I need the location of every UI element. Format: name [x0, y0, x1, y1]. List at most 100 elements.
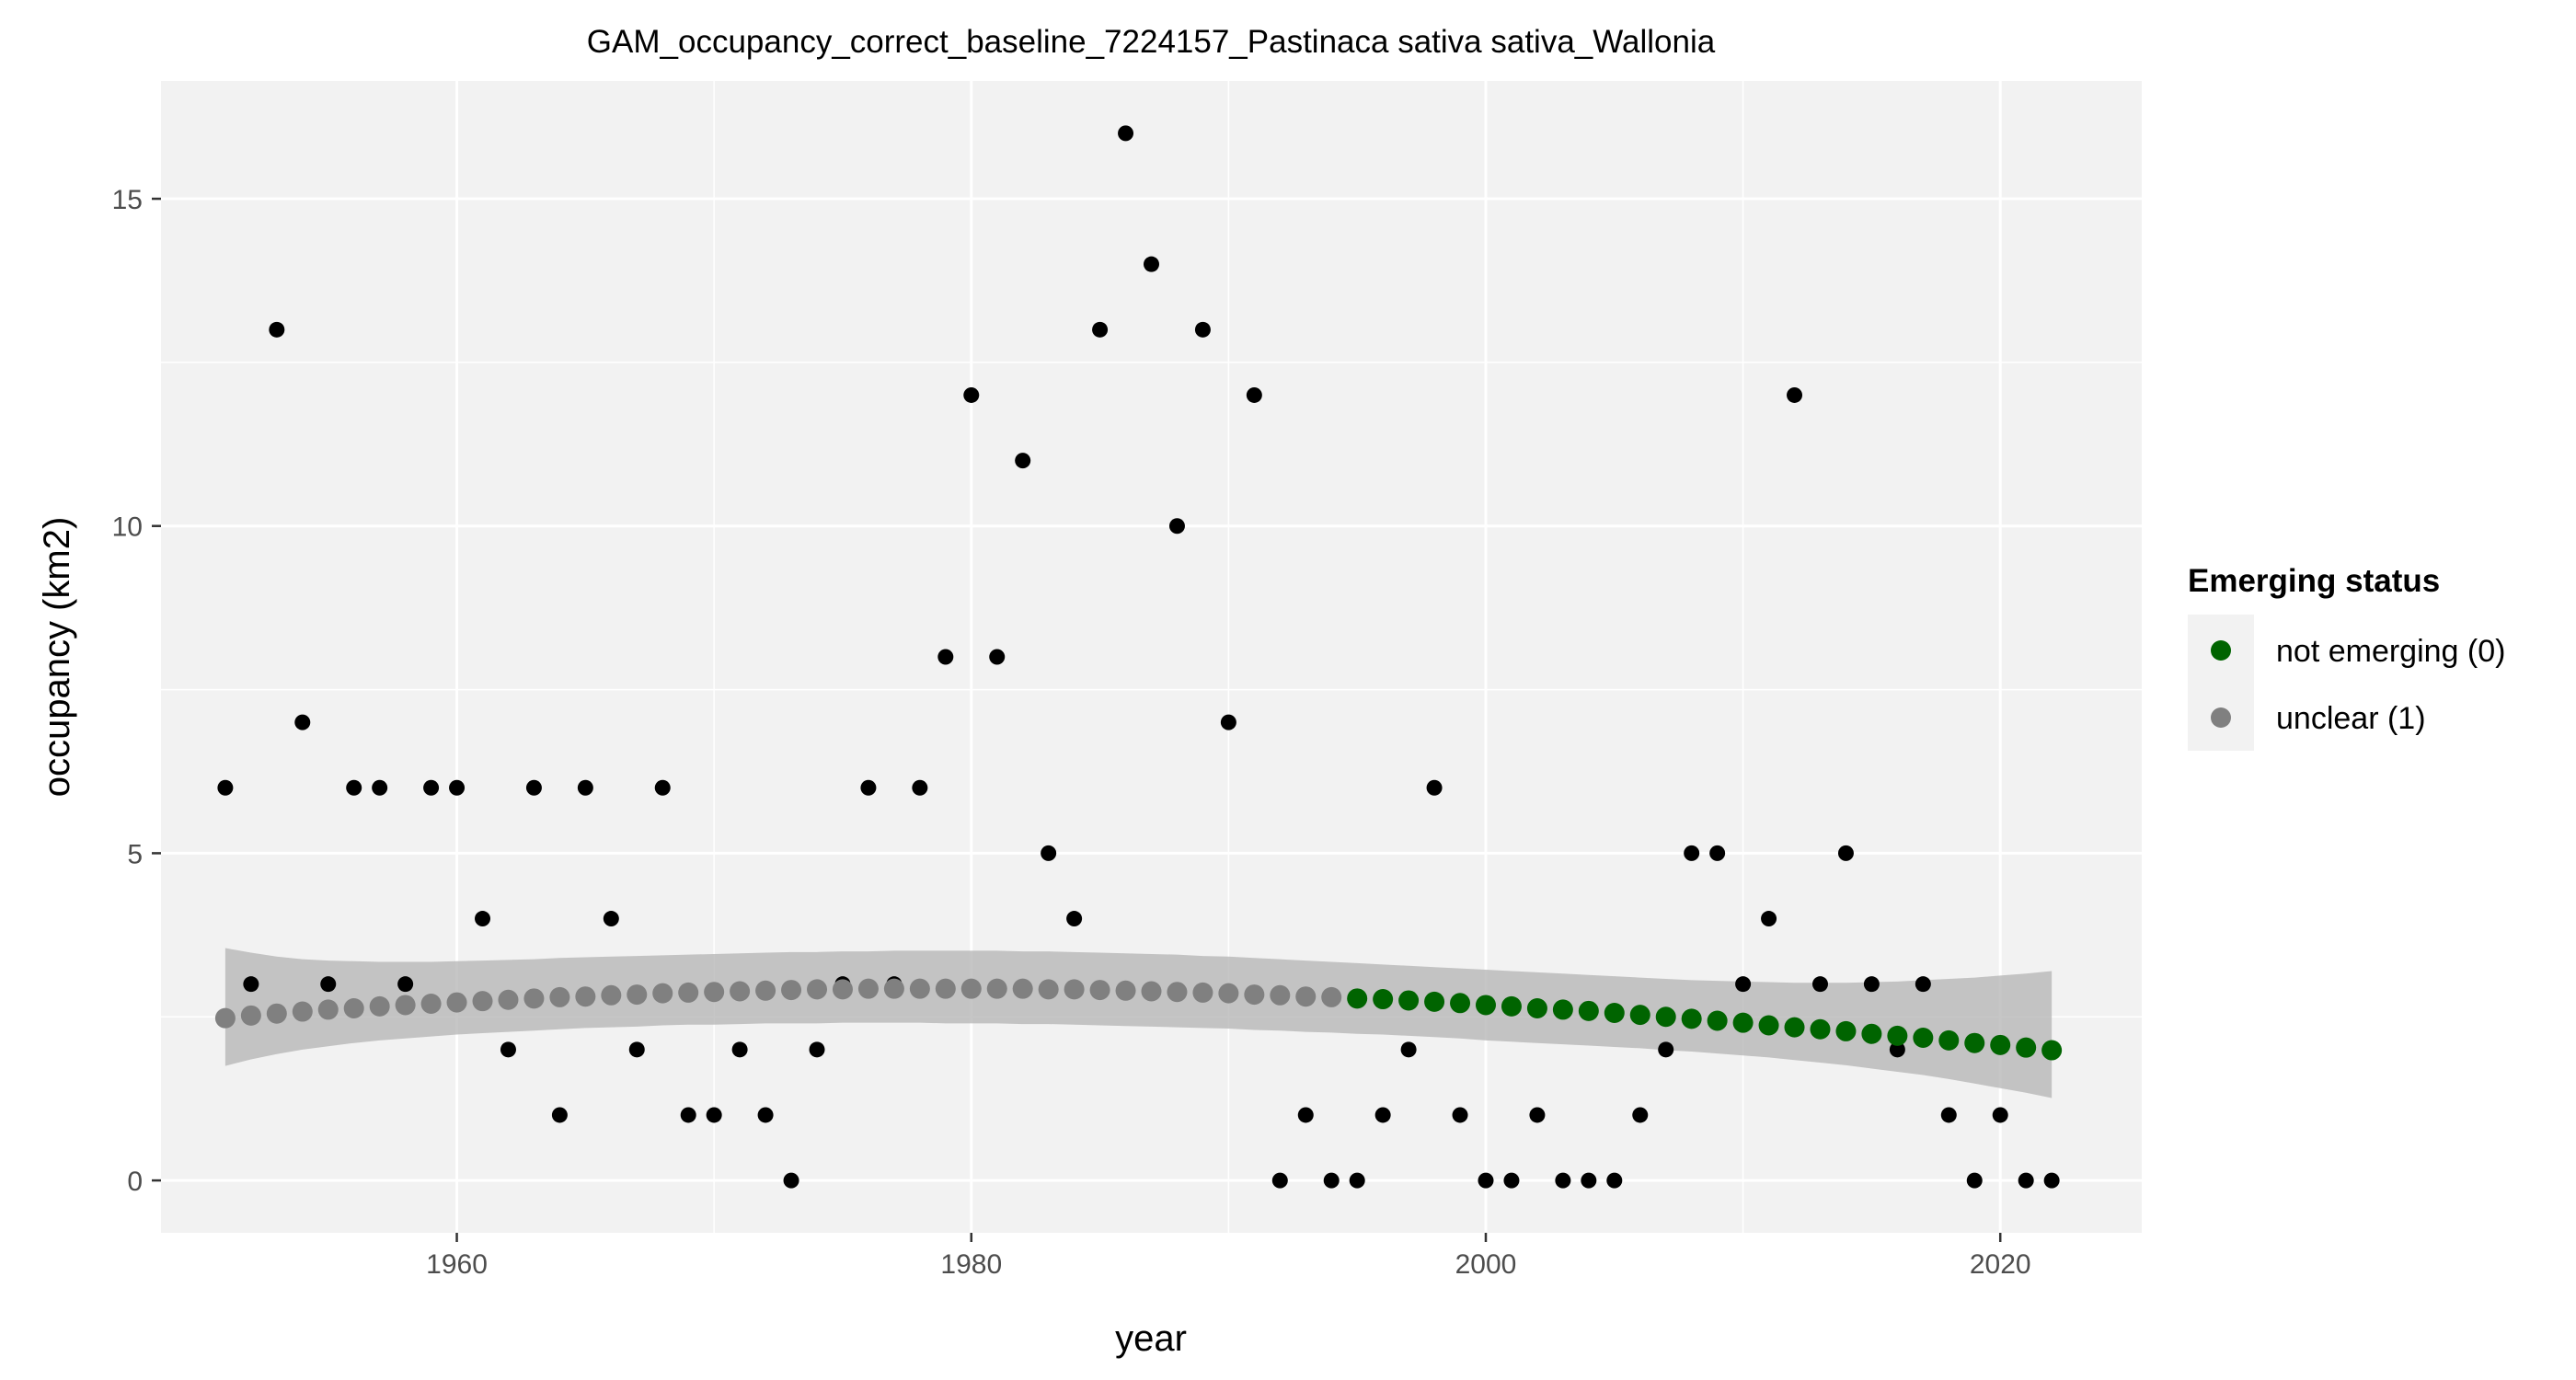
fitted-point	[832, 979, 853, 1000]
fitted-point	[1732, 1012, 1754, 1033]
fitted-point	[523, 988, 545, 1009]
observed-point	[989, 649, 1006, 665]
y-tick-label: 0	[127, 1167, 143, 1197]
fitted-point	[935, 978, 956, 999]
fitted-point	[1089, 980, 1110, 1001]
observed-point	[1658, 1041, 1674, 1058]
observed-point	[1118, 125, 1134, 142]
fitted-point	[240, 1005, 261, 1026]
observed-point	[1915, 976, 1931, 993]
fitted-point	[1758, 1015, 1779, 1036]
fitted-point	[266, 1003, 287, 1024]
observed-point	[1220, 714, 1236, 730]
observed-point	[1684, 845, 1700, 861]
observed-point	[1787, 386, 1803, 403]
observed-point	[1992, 1107, 2008, 1123]
observed-point	[1735, 976, 1752, 993]
fitted-point	[1526, 998, 1547, 1019]
fitted-point	[678, 982, 699, 1003]
fitted-point	[1373, 989, 1394, 1010]
observed-point	[1066, 911, 1083, 927]
observed-point	[1194, 321, 1211, 338]
fitted-point	[1681, 1008, 1702, 1029]
fitted-point	[1192, 982, 1213, 1003]
observed-point	[1297, 1107, 1314, 1123]
fitted-point	[1501, 995, 1522, 1017]
fitted-point	[214, 1007, 236, 1029]
x-axis-title: year	[1115, 1318, 1187, 1359]
chart-title: GAM_occupancy_correct_baseline_7224157_P…	[587, 24, 1716, 60]
fitted-point	[807, 979, 828, 1000]
fitted-point	[1887, 1025, 1908, 1046]
observed-point	[1811, 976, 1828, 993]
observed-point	[525, 779, 542, 796]
observed-point	[1966, 1172, 1983, 1189]
fitted-point	[1475, 995, 1496, 1016]
fitted-point	[1321, 986, 1342, 1007]
fitted-point	[343, 998, 364, 1019]
x-tick-label: 1960	[426, 1249, 488, 1280]
fitted-point	[1424, 991, 1445, 1012]
observed-point	[1015, 453, 1031, 469]
fitted-point	[1450, 993, 1471, 1014]
observed-point	[551, 1107, 568, 1123]
fitted-point	[1167, 982, 1188, 1003]
observed-point	[1144, 256, 1159, 272]
observed-point	[1503, 1172, 1520, 1189]
observed-point	[809, 1041, 825, 1058]
fitted-point	[1629, 1005, 1650, 1026]
observed-point	[475, 911, 491, 927]
observed-point	[2018, 1172, 2034, 1189]
observed-point	[860, 779, 877, 796]
observed-point	[731, 1041, 748, 1058]
fitted-point	[1038, 979, 1059, 1000]
observed-point	[577, 779, 593, 796]
legend-key-not-emerging	[2211, 640, 2231, 661]
observed-point	[1323, 1172, 1340, 1189]
fitted-point	[601, 984, 622, 1006]
observed-point	[757, 1107, 774, 1123]
fitted-point	[1938, 1029, 1960, 1051]
observed-point	[1632, 1107, 1649, 1123]
legend-key-background	[2188, 615, 2254, 751]
fitted-point	[1604, 1002, 1625, 1023]
fitted-point	[960, 978, 982, 999]
axes: 1960 1980 2000 2020 0 5 10 15	[112, 185, 2031, 1280]
observed-point	[937, 649, 954, 665]
fitted-point	[909, 978, 930, 999]
observed-point	[1863, 976, 1880, 993]
observed-point	[1041, 845, 1057, 861]
observed-point	[1606, 1172, 1623, 1189]
fitted-point	[1244, 984, 1265, 1006]
observed-point	[243, 976, 259, 993]
observed-point	[1400, 1041, 1417, 1058]
fitted-point	[755, 980, 776, 1001]
fitted-point	[652, 983, 673, 1004]
observed-point	[1452, 1107, 1468, 1123]
observed-point	[1426, 779, 1443, 796]
observed-point	[654, 779, 671, 796]
fitted-point	[704, 982, 725, 1003]
fitted-point	[1398, 990, 1420, 1011]
legend: Emerging status not emerging (0) unclear…	[2188, 563, 2505, 751]
observed-point	[1761, 911, 1777, 927]
observed-point	[1478, 1172, 1494, 1189]
observed-point	[783, 1172, 799, 1189]
observed-point	[603, 911, 619, 927]
observed-point	[500, 1041, 516, 1058]
observed-point	[449, 779, 466, 796]
y-axis-title: occupancy (km2)	[37, 517, 77, 798]
fitted-point	[1295, 986, 1317, 1007]
observed-points	[217, 125, 2060, 1189]
observed-point	[1374, 1107, 1391, 1123]
observed-point	[1581, 1172, 1597, 1189]
observed-point	[269, 321, 285, 338]
fitted-point	[1064, 979, 1085, 1000]
fitted-point	[317, 999, 339, 1020]
observed-point	[706, 1107, 722, 1123]
observed-point	[1709, 845, 1726, 861]
x-tick-label: 1980	[940, 1249, 1002, 1280]
observed-point	[346, 779, 362, 796]
